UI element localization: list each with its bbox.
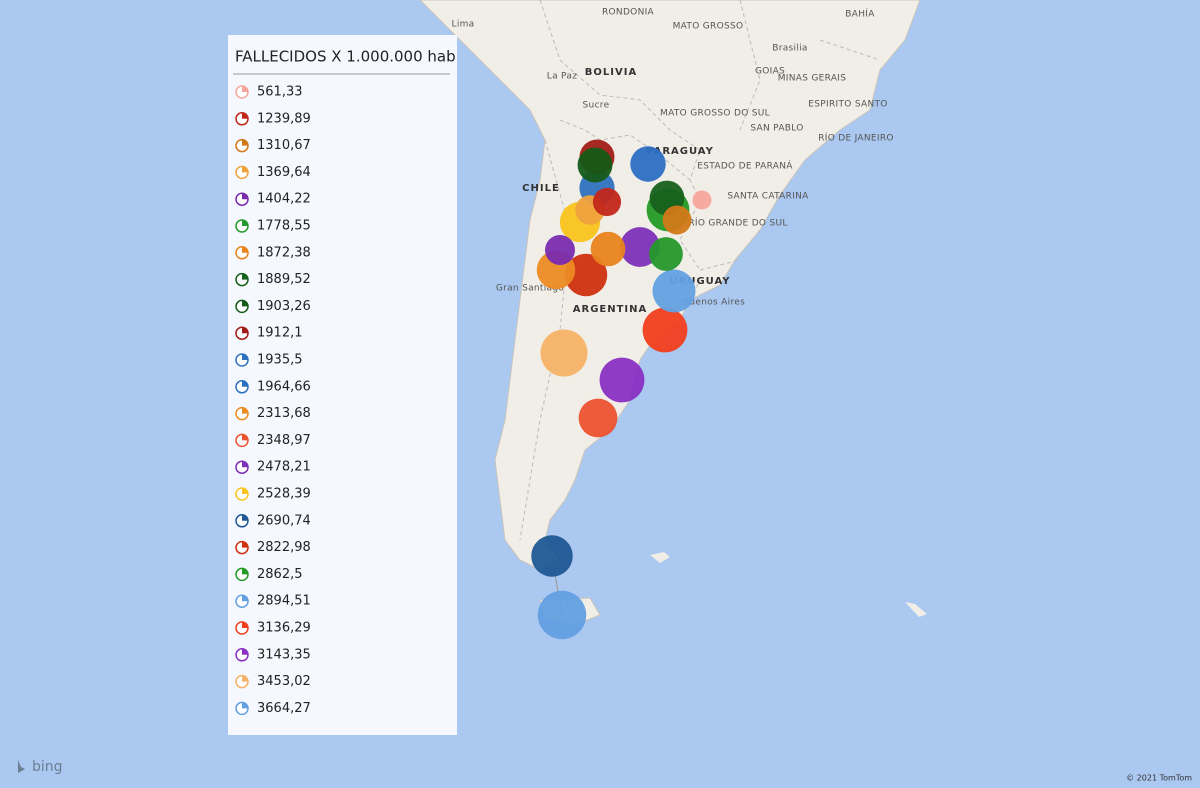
- legend-label: 2894,51: [257, 594, 311, 609]
- legend-swatch: [242, 702, 248, 709]
- legend-label: 1239,89: [257, 111, 311, 126]
- legend-label: 1935,5: [257, 353, 303, 368]
- place-label: Sucre: [583, 101, 610, 111]
- legend-swatch: [242, 648, 248, 655]
- place-label: URUGUAY: [670, 276, 731, 287]
- place-label: La Paz: [547, 72, 577, 82]
- bubble: [652, 269, 696, 313]
- bubble: [564, 253, 608, 297]
- place-label: GOIAS: [755, 67, 785, 77]
- legend-label: 1889,52: [257, 272, 311, 287]
- legend-panel: [228, 35, 457, 735]
- copyright: © 2021 TomTom: [1126, 774, 1192, 783]
- place-label: Buenos Aires: [683, 298, 745, 308]
- place-label: SAN PABLO: [750, 124, 803, 134]
- bubble: [540, 329, 588, 377]
- legend-swatch: [242, 246, 248, 253]
- place-label: BAHÍA: [845, 8, 875, 20]
- legend-label: 1903,26: [257, 299, 311, 314]
- bing-logo: bing: [32, 759, 63, 775]
- legend-label: 3143,35: [257, 647, 311, 662]
- place-label: PARAGUAY: [646, 146, 714, 157]
- place-label: Brasilia: [772, 44, 808, 54]
- legend-swatch: [242, 220, 248, 226]
- place-label: ARGENTINA: [573, 304, 648, 315]
- bubble: [578, 398, 618, 438]
- legend-swatch: [242, 193, 248, 200]
- legend-swatch: [242, 380, 248, 387]
- legend-label: 3136,29: [257, 621, 311, 636]
- legend-swatch: [242, 327, 248, 334]
- legend-label: 2478,21: [257, 460, 311, 475]
- legend-title: FALLECIDOS X 1.000.000 hab: [235, 48, 456, 66]
- legend-label: 3453,02: [257, 674, 311, 689]
- bubble: [642, 307, 688, 353]
- place-label: BOLIVIA: [585, 67, 637, 78]
- legend-label: 2348,97: [257, 433, 311, 448]
- legend-label: 561,33: [257, 85, 303, 100]
- place-label: RÍO GRANDE DO SUL: [688, 217, 787, 229]
- legend-swatch: [242, 166, 248, 173]
- bubble: [630, 146, 666, 182]
- legend-label: 2313,68: [257, 406, 311, 421]
- place-label: Lima: [452, 20, 475, 30]
- place-label: Gran Santiago: [496, 284, 565, 294]
- bubble: [531, 535, 573, 577]
- legend-label: 2862,5: [257, 567, 303, 582]
- place-label: MINAS GERAIS: [778, 74, 847, 84]
- place-label: ESTADO DE PARANÁ: [697, 160, 793, 172]
- bubble: [599, 357, 645, 403]
- legend-swatch: [242, 595, 248, 602]
- legend-label: 1872,38: [257, 245, 311, 260]
- legend-swatch: [242, 568, 248, 575]
- legend-label: 2822,98: [257, 540, 311, 555]
- legend-label: 1778,55: [257, 219, 311, 234]
- place-label: CHILE: [522, 183, 560, 194]
- legend-label: 1310,67: [257, 138, 311, 153]
- place-label: SANTA CATARINA: [727, 192, 809, 202]
- legend-swatch: [242, 541, 248, 548]
- bubble: [545, 235, 575, 265]
- bing-icon: [18, 760, 25, 773]
- legend-swatch: [242, 112, 248, 119]
- legend-swatch: [242, 514, 248, 521]
- legend-swatch: [242, 434, 248, 441]
- legend-swatch: [242, 354, 248, 360]
- place-label: MATO GROSSO: [673, 22, 744, 32]
- bubble: [577, 147, 613, 183]
- legend-swatch: [242, 488, 248, 494]
- bubble: [592, 187, 622, 217]
- legend-label: 2528,39: [257, 487, 311, 502]
- legend-label: 1404,22: [257, 192, 311, 207]
- legend-swatch: [242, 273, 248, 280]
- place-label: MATO GROSSO DO SUL: [660, 109, 770, 119]
- legend-label: 1369,64: [257, 165, 311, 180]
- bubble: [537, 590, 587, 640]
- bubble: [662, 205, 692, 235]
- legend-label: 3664,27: [257, 701, 311, 716]
- place-label: ESPIRITO SANTO: [808, 100, 887, 110]
- legend-swatch: [242, 300, 248, 307]
- legend-label: 2690,74: [257, 513, 311, 528]
- place-label: RONDONIA: [602, 8, 655, 18]
- bubble: [649, 237, 683, 271]
- legend-label: 1912,1: [257, 326, 303, 341]
- legend-swatch: [242, 407, 248, 414]
- legend-label: 1964,66: [257, 379, 311, 394]
- bubble: [692, 190, 712, 210]
- bubble: [590, 231, 626, 267]
- legend-swatch: [242, 675, 248, 682]
- place-label: RÍO DE JANEIRO: [818, 132, 894, 144]
- legend-swatch: [242, 139, 248, 146]
- legend-swatch: [242, 622, 248, 628]
- legend-swatch: [242, 461, 248, 468]
- legend-swatch: [242, 86, 248, 92]
